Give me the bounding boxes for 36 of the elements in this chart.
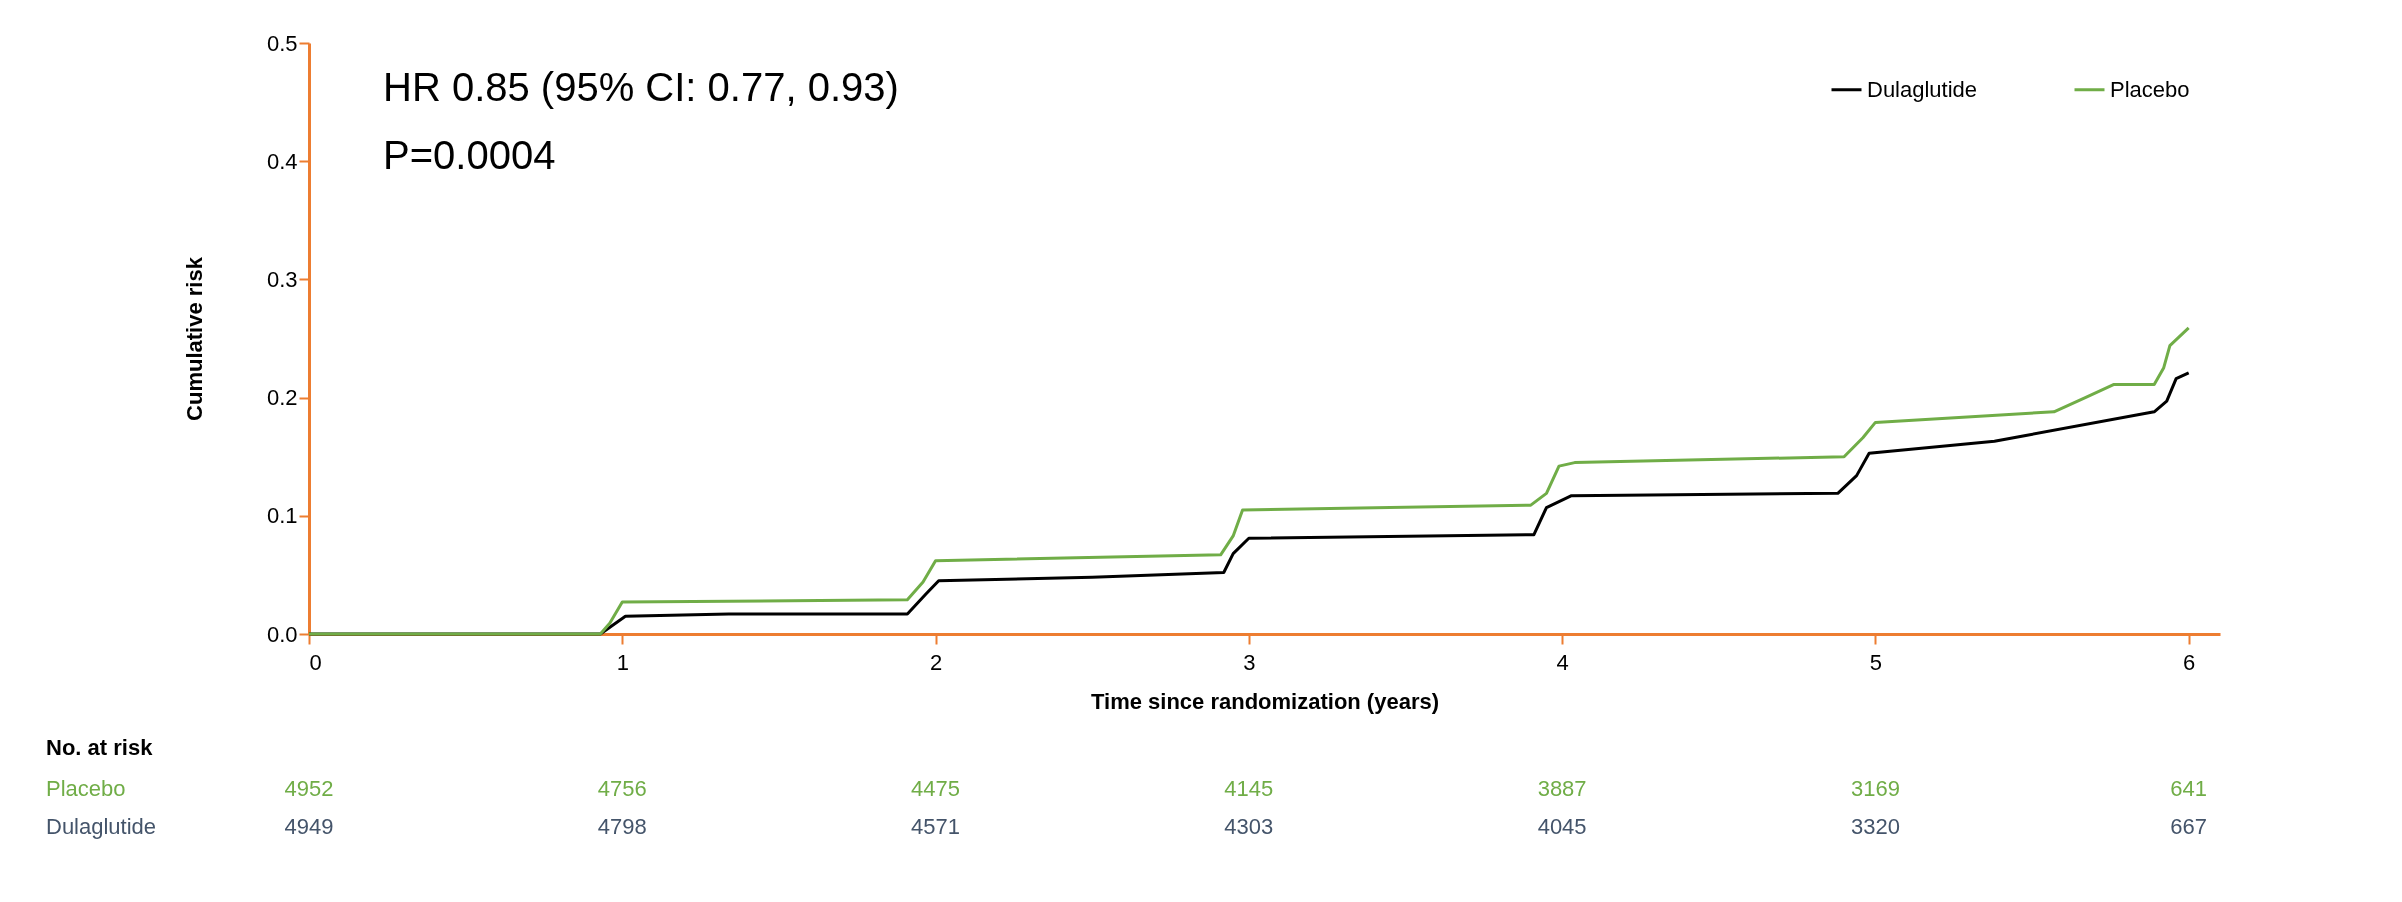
- text: 4145: [1224, 776, 1274, 801]
- x-tick-label: 4: [1556, 649, 1569, 675]
- text: Dulaglutide: [46, 814, 157, 839]
- y-tick-label: 0.5: [266, 30, 298, 56]
- text: No. at risk: [46, 735, 154, 760]
- y-tick-label: 0.0: [266, 621, 298, 647]
- annotation: HR 0.85 (95% CI: 0.77, 0.93): [383, 65, 899, 109]
- text: 4303: [1224, 814, 1274, 839]
- text: 3320: [1850, 814, 1900, 839]
- text: 667: [2170, 814, 2208, 839]
- text: 3169: [1850, 776, 1900, 801]
- y-axis-title: Cumulative risk: [181, 256, 207, 421]
- x-tick-label: 3: [1243, 649, 1256, 675]
- y-tick-label: 0.4: [266, 148, 298, 174]
- text: 641: [2170, 776, 2208, 801]
- x-tick-label: 2: [929, 649, 943, 675]
- legend-label: Dulaglutide: [1867, 76, 1978, 102]
- text: 4475: [911, 776, 961, 801]
- legend-label: Placebo: [2110, 76, 2190, 102]
- x-tick-label: 0: [309, 649, 322, 675]
- text: 4952: [284, 776, 334, 801]
- text: 4756: [597, 776, 647, 801]
- annotation: P=0.0004: [383, 133, 556, 177]
- text: 3887: [1537, 776, 1587, 801]
- x-tick-label: 5: [1869, 649, 1883, 675]
- text: 4045: [1537, 814, 1587, 839]
- x-tick-label: 6: [2183, 649, 2196, 675]
- y-tick-label: 0.2: [266, 385, 298, 411]
- text: 4949: [284, 814, 334, 839]
- x-tick-label: 1: [616, 649, 629, 675]
- text: 4798: [597, 814, 647, 839]
- y-tick-label: 0.1: [266, 503, 298, 529]
- text: Placebo: [46, 776, 126, 801]
- text: 4571: [911, 814, 961, 839]
- x-axis-title: Time since randomization (years): [1090, 688, 1440, 714]
- y-tick-label: 0.3: [266, 266, 298, 292]
